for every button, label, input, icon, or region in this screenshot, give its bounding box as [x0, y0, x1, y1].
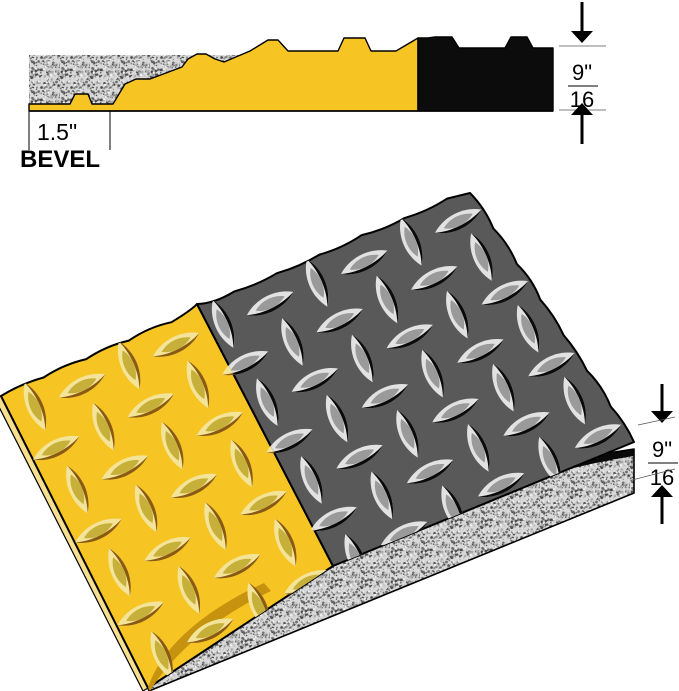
svg-text:BEVEL: BEVEL	[20, 146, 100, 173]
svg-text:1.5": 1.5"	[37, 119, 77, 145]
svg-text:9": 9"	[652, 437, 672, 462]
svg-text:9": 9"	[572, 60, 592, 85]
